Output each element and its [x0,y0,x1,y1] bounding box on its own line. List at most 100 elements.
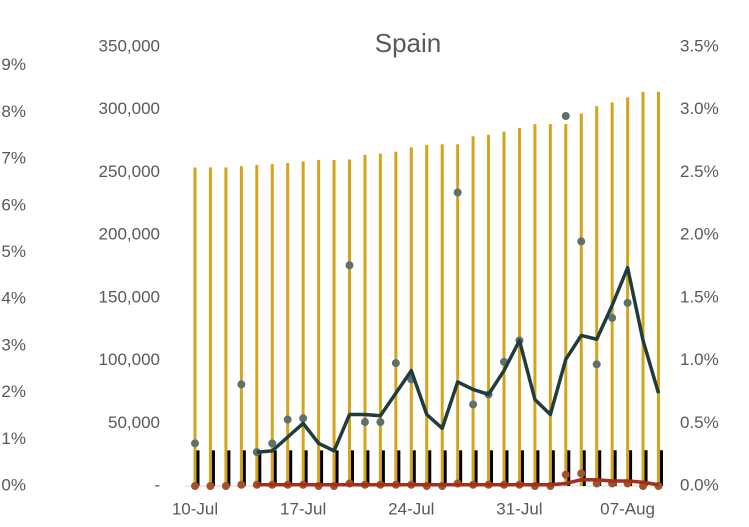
bar [208,167,212,486]
bar [536,450,540,486]
x-tick-label: 17-Jul [280,499,326,518]
x-tick-label: 07-Aug [600,499,655,518]
bar [579,113,583,486]
dot [360,418,369,427]
x-tick-label: 10-Jul [172,499,218,518]
bar [258,450,262,486]
bar [394,151,398,487]
y3ticks-tick-label: 3% [1,335,26,354]
bar [626,97,630,486]
dot [561,111,570,120]
bar [335,450,339,486]
bar [211,450,215,486]
bar [317,159,321,486]
bar [332,159,336,486]
bar [239,166,243,486]
bar [412,450,416,486]
bar [242,450,246,486]
dot [268,439,277,448]
bar [428,450,432,486]
bar [363,154,367,486]
bar [595,106,599,487]
y3ticks-tick-label: 2% [1,382,26,401]
bar [301,161,305,486]
bar [533,124,537,486]
bar [381,450,385,486]
y3ticks-tick-label: 9% [1,55,26,74]
bar [459,450,463,486]
bar [502,131,506,486]
bar [440,144,444,486]
bar [348,159,351,486]
bar [320,450,324,486]
bar [270,164,274,487]
bar [289,450,293,486]
bar [629,450,633,486]
bar [227,450,231,486]
y3ticks-tick-label: 6% [1,195,26,214]
x-tick-label: 31-Jul [496,499,542,518]
bar [443,450,447,486]
yticks-tick-label: 150,000 [99,287,160,306]
bar [564,124,568,486]
dot [453,188,462,197]
bar [474,450,478,486]
dot [623,298,632,307]
bar [471,136,475,486]
y3ticks-tick-label: 4% [1,289,26,308]
y2ticks-tick-label: 3.5% [680,36,719,55]
dot [283,415,292,424]
bar [660,450,663,486]
bar [378,153,382,486]
bar [598,450,602,486]
dot [299,414,308,423]
bar [613,450,617,486]
y2ticks-tick-label: 2.0% [680,225,719,244]
y3ticks-tick-label: 8% [1,102,26,121]
bar [425,144,429,486]
dot [561,470,570,479]
bar [548,124,552,486]
bar [551,450,555,486]
dot [237,380,246,389]
yticks-tick-label: 350,000 [99,36,160,55]
bar [644,450,648,486]
bar [456,144,460,486]
bar [366,450,370,486]
x-tick-label: 24-Jul [388,499,434,518]
bar [351,450,354,486]
dot [376,418,385,427]
chart-title: Spain [375,28,442,58]
line [256,266,661,454]
bar [657,91,660,486]
y2ticks-tick-label: 2.5% [680,162,719,181]
bar [193,167,197,486]
dot [237,480,246,489]
yticks-tick-label: 250,000 [99,162,160,181]
dot [221,482,230,490]
yticks-tick-label: - [154,475,160,494]
bar [490,450,494,486]
dot [469,400,478,409]
y2ticks-tick-label: 3.0% [680,99,719,118]
bar [582,450,586,486]
dot [191,439,199,448]
y2ticks-tick-label: 0.5% [680,413,719,432]
dot [577,237,586,246]
bar [610,102,614,487]
y3ticks-tick-label: 7% [1,149,26,168]
bar [487,134,491,487]
yticks-tick-label: 200,000 [99,225,160,244]
bar [286,163,290,486]
bar [273,450,277,486]
bar [409,147,413,487]
bar [517,128,521,486]
bar [224,167,228,486]
bar [641,91,645,486]
dot [608,313,617,322]
y2ticks-tick-label: 1.5% [680,287,719,306]
line [256,477,659,487]
yticks-tick-label: 300,000 [99,99,160,118]
bar [304,450,308,486]
